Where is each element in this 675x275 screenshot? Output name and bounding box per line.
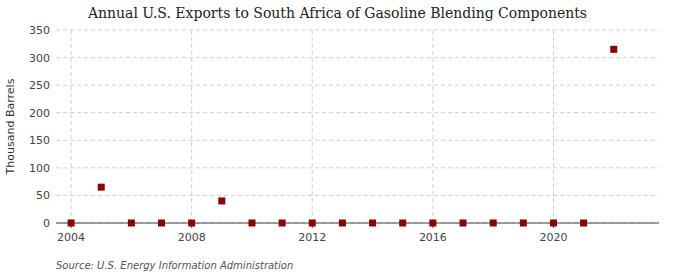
point xyxy=(460,220,467,227)
point xyxy=(279,220,286,227)
x-tick-label: 2016 xyxy=(419,231,447,244)
grid xyxy=(56,30,659,223)
point xyxy=(128,220,135,227)
point xyxy=(248,220,255,227)
point xyxy=(490,220,497,227)
x-tick-label: 2012 xyxy=(298,231,326,244)
point xyxy=(520,220,527,227)
point xyxy=(429,220,436,227)
y-grid-line xyxy=(56,195,659,196)
y-tick-label: 150 xyxy=(29,134,50,147)
x-grid-line xyxy=(312,30,313,223)
y-tick-label: 350 xyxy=(29,24,50,37)
point xyxy=(339,220,346,227)
point xyxy=(309,220,316,227)
source-note: Source: U.S. Energy Information Administ… xyxy=(56,260,293,271)
y-tick-label: 200 xyxy=(29,107,50,120)
y-tick-label: 300 xyxy=(29,52,50,65)
y-tick-label: 0 xyxy=(43,217,50,230)
y-tick-label: 100 xyxy=(29,162,50,175)
y-grid-line xyxy=(56,223,659,224)
y-grid-line xyxy=(56,140,659,141)
point xyxy=(399,220,406,227)
y-tick-label: 250 xyxy=(29,79,50,92)
point xyxy=(68,220,75,227)
y-grid-line xyxy=(56,30,659,31)
y-grid-line xyxy=(56,167,659,168)
y-grid-line xyxy=(56,112,659,113)
point xyxy=(218,197,225,204)
points xyxy=(68,46,618,227)
y-grid-line xyxy=(56,85,659,86)
title: Annual U.S. Exports to South Africa of G… xyxy=(87,5,587,21)
x-grid-line xyxy=(553,30,554,223)
y-axis-label: Thousand Barrels xyxy=(4,78,17,175)
y-grid-line xyxy=(56,57,659,58)
point xyxy=(188,220,195,227)
x-grid-line xyxy=(71,30,72,223)
x-tick-label: 2020 xyxy=(539,231,567,244)
y-tick-label: 50 xyxy=(36,189,50,202)
x-tick-label: 2008 xyxy=(178,231,206,244)
point xyxy=(610,46,617,53)
x-tick-label: 2004 xyxy=(57,231,85,244)
point xyxy=(580,220,587,227)
x-grid-line xyxy=(191,30,192,223)
x-axis-line xyxy=(56,223,659,224)
chart: Annual U.S. Exports to South Africa of G… xyxy=(0,0,675,275)
point xyxy=(550,220,557,227)
x-grid-line xyxy=(432,30,433,223)
point xyxy=(369,220,376,227)
point xyxy=(98,184,105,191)
point xyxy=(158,220,165,227)
